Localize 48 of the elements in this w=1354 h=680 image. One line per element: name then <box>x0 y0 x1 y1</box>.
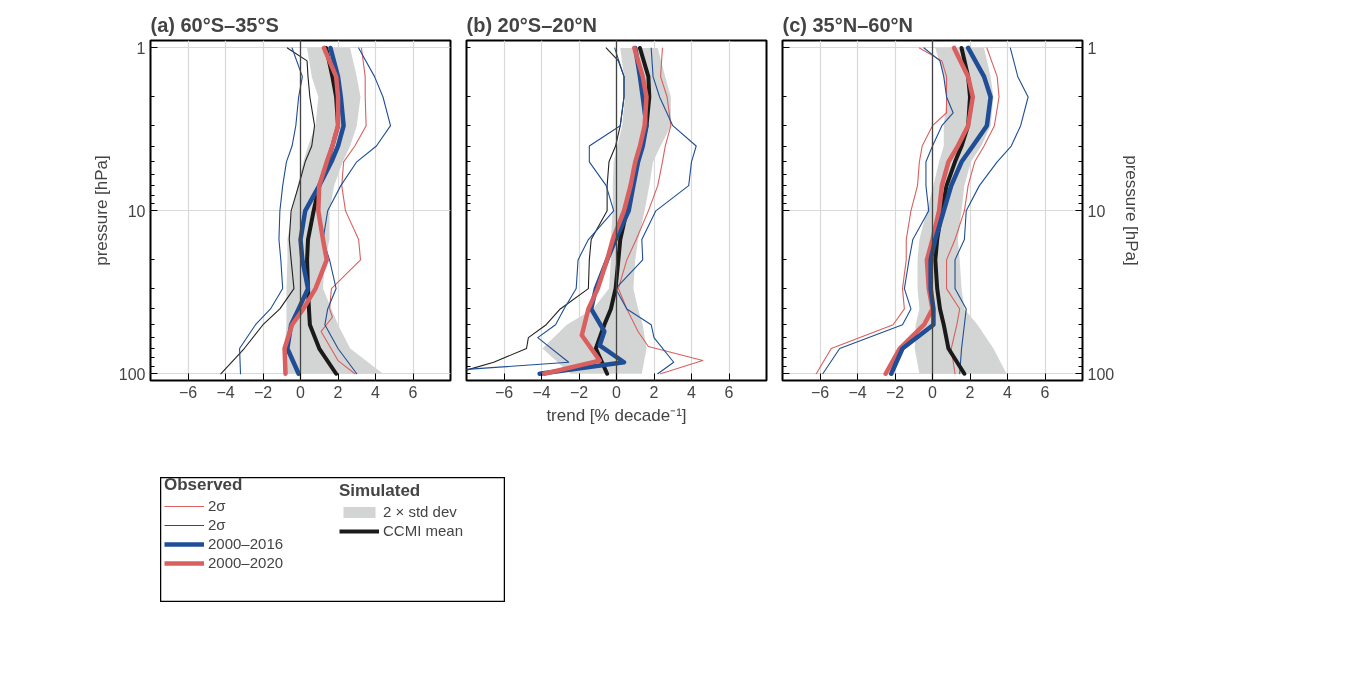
x-tick-label: −2 <box>569 383 589 401</box>
y-tick-label: 1 <box>136 39 146 57</box>
x-axis-title: trend [% decade⁻¹] <box>546 405 687 425</box>
y-tick-label: 10 <box>127 202 146 220</box>
line-series <box>889 45 993 377</box>
chart-title: (b) 20°S–20°N <box>466 13 597 36</box>
x-tick-label: 4 <box>371 383 381 401</box>
y-tick-label: 100 <box>118 365 146 383</box>
legend-label: 2σ <box>208 497 227 514</box>
x-tick-label: 4 <box>1003 383 1013 401</box>
x-tick-label: −2 <box>253 383 273 401</box>
x-tick-label: −6 <box>178 383 198 401</box>
x-tick-label: −4 <box>216 383 235 401</box>
text: Simulated <box>339 481 421 500</box>
legend-label: 2 × std dev <box>383 503 457 520</box>
x-tick-label: −4 <box>848 383 867 401</box>
x-tick-label: 2 <box>649 383 659 401</box>
chart-title: (c) 35°N–60°N <box>782 13 913 36</box>
y2-tick-label: 10 <box>1087 202 1106 220</box>
x-tick-label: 6 <box>724 383 734 401</box>
legend-label: 2σ <box>208 516 227 533</box>
line-series <box>946 47 1000 375</box>
chart-title: (a) 60°S–35°S <box>150 13 279 36</box>
x-tick-label: −6 <box>494 383 514 401</box>
x-tick-label: −2 <box>885 383 905 401</box>
x-tick-label: 6 <box>408 383 418 401</box>
line-series <box>954 47 1029 375</box>
legend-label: 2000–2020 <box>208 554 284 571</box>
legend-label: 2000–2016 <box>208 535 284 552</box>
x-tick-label: 0 <box>928 383 938 401</box>
line-series <box>220 47 316 375</box>
x-tick-label: 4 <box>687 383 697 401</box>
text: Observed <box>164 476 243 494</box>
x-tick-label: −6 <box>810 383 830 401</box>
legend-label: CCMI mean <box>383 522 464 539</box>
x-tick-label: 0 <box>612 383 622 401</box>
y-axis-title: pressure [hPa] <box>91 155 111 266</box>
line-series <box>322 47 392 375</box>
y2-axis-title: pressure [hPa] <box>1122 155 1142 266</box>
x-tick-label: 2 <box>965 383 975 401</box>
x-tick-label: −4 <box>532 383 551 401</box>
x-tick-label: 6 <box>1040 383 1050 401</box>
x-tick-label: 2 <box>333 383 343 401</box>
y2-tick-label: 1 <box>1087 39 1097 57</box>
x-tick-label: 0 <box>296 383 306 401</box>
line-series <box>239 47 303 375</box>
y2-tick-label: 100 <box>1087 365 1115 383</box>
line-series <box>320 47 367 375</box>
